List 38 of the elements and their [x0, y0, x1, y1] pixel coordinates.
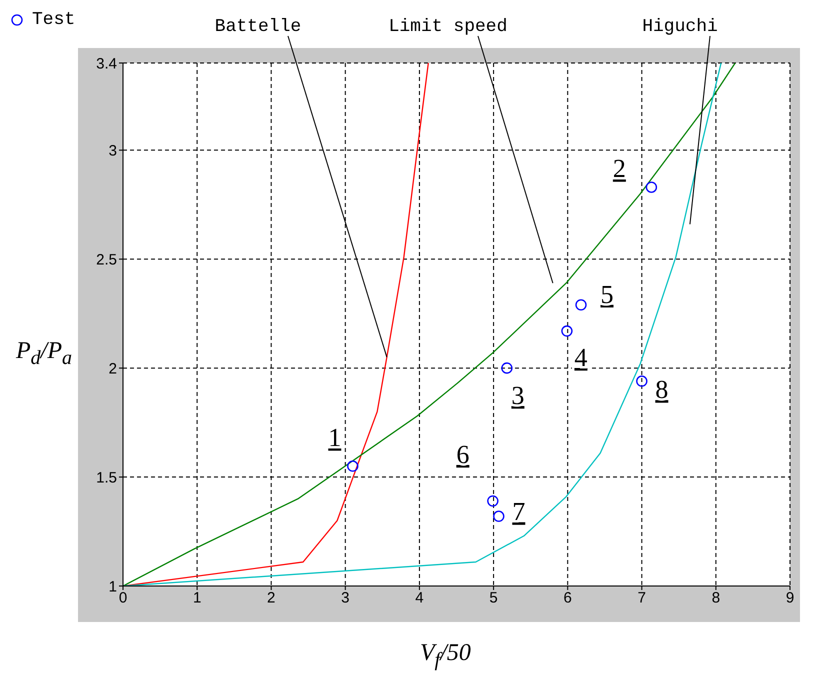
y-tick-label: 1.5 — [96, 469, 117, 486]
point — [487, 495, 498, 507]
point — [493, 510, 504, 522]
x-tick-label: 5 — [489, 590, 498, 607]
x-tick-label: 7 — [638, 590, 646, 607]
annotation: 2 — [612, 154, 626, 184]
point — [561, 325, 573, 337]
text: Battelle — [214, 16, 302, 37]
text: Limit speed — [388, 16, 508, 37]
annotation: 7 — [512, 497, 526, 526]
x-tick-label: 9 — [786, 590, 794, 607]
annotation: 6 — [456, 440, 470, 469]
y-tick-label: 1 — [108, 578, 117, 596]
point — [575, 299, 587, 311]
y-axis-title: P$_{d}$/P$_{a}$ — [16, 338, 72, 370]
point — [347, 460, 358, 472]
point — [646, 182, 658, 193]
annotation: 4 — [574, 343, 588, 372]
x-tick-label: 4 — [415, 590, 424, 607]
y-tick-label: 2.5 — [96, 251, 117, 268]
annotation: 3 — [511, 381, 524, 410]
annotation: 1 — [328, 423, 342, 452]
x-tick-label: 6 — [563, 590, 572, 607]
point — [636, 376, 648, 387]
x-tick-label: 0 — [118, 590, 128, 607]
y-tick-label: 3 — [108, 142, 117, 160]
series-label: Higuchi — [642, 16, 718, 37]
annotation: 8 — [655, 375, 668, 404]
x-tick-label: 2 — [267, 590, 276, 607]
y-tick-label: 2 — [108, 360, 117, 378]
y-tick-label: 3.4 — [96, 55, 117, 72]
x-axis-title: V$_{f}$/50 — [420, 640, 471, 672]
x-tick-label: 8 — [712, 590, 720, 607]
annotation: 5 — [600, 280, 614, 309]
legend-label: Test — [32, 10, 76, 30]
x-tick-label: 1 — [192, 590, 202, 607]
x-tick-label: 3 — [341, 590, 350, 607]
point — [501, 362, 513, 374]
